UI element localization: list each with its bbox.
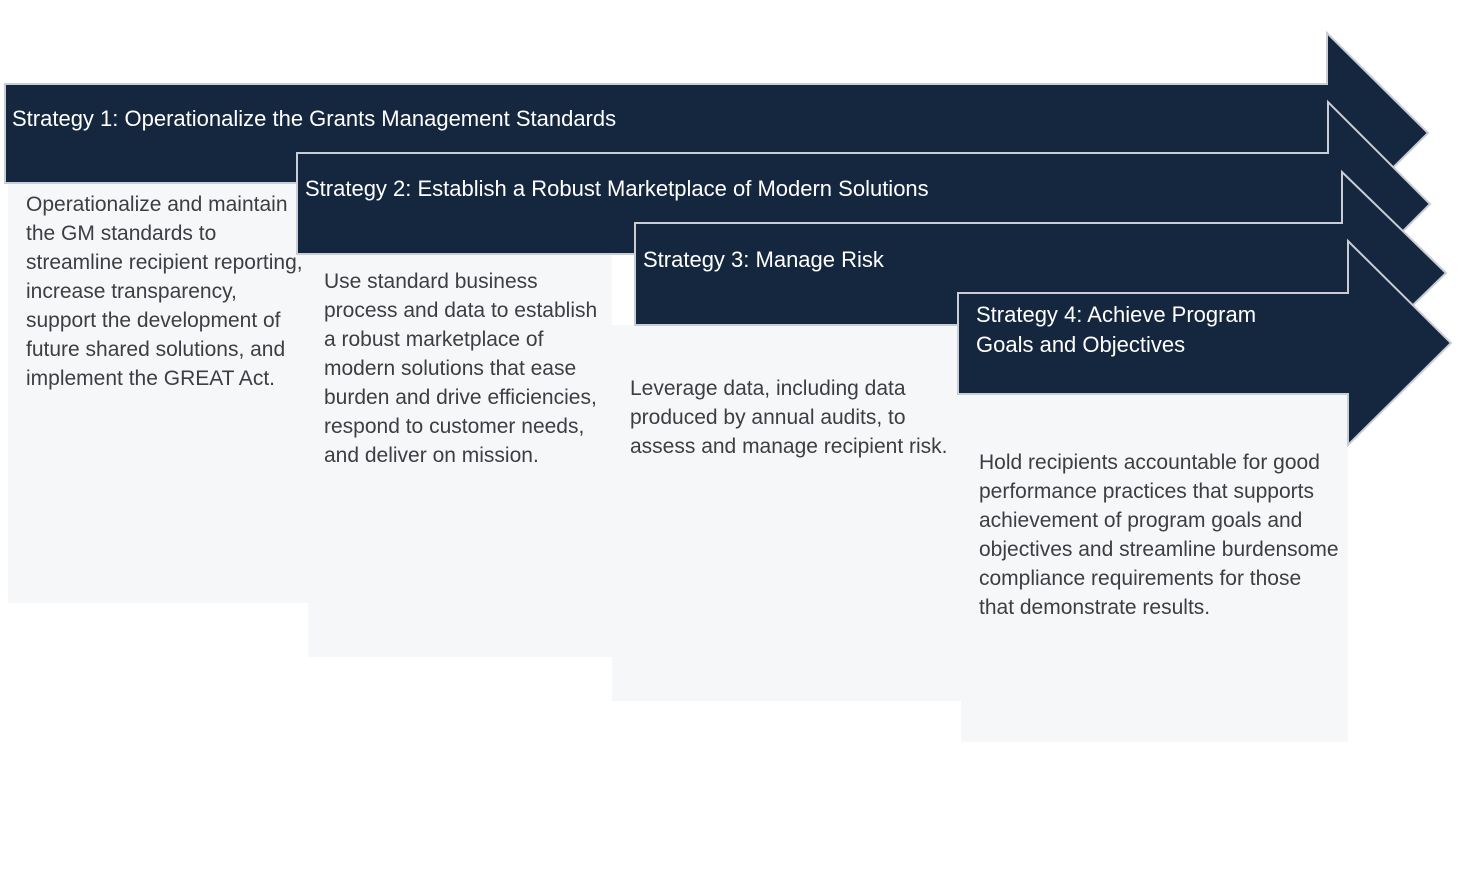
strategy-3-title: Strategy 3: Manage Risk <box>643 247 884 272</box>
strategy-1-description: Operationalize and maintain the GM stand… <box>26 193 303 390</box>
strategy-4-description: Hold recipients accountable for good per… <box>979 451 1339 619</box>
strategy-1-title: Strategy 1: Operationalize the Grants Ma… <box>12 106 617 131</box>
strategy-3-description: Leverage data, including data produced b… <box>630 377 948 458</box>
strategy-1-card: Operationalize and maintain the GM stand… <box>8 183 308 603</box>
strategy-4-title-line-2: Goals and Objectives <box>976 332 1186 357</box>
strategy-3-card: Leverage data, including data produced b… <box>612 325 961 701</box>
strategy-2-title: Strategy 2: Establish a Robust Marketpla… <box>305 176 929 201</box>
strategy-4-card: Hold recipients accountable for good per… <box>961 394 1348 742</box>
strategy-4-title-line-1: Strategy 4: Achieve Program <box>976 302 1257 327</box>
strategy-2-card: Use standard business process and data t… <box>308 254 612 657</box>
strategy-4-banner <box>957 238 1453 448</box>
strategy-2-description: Use standard business process and data t… <box>324 270 598 467</box>
